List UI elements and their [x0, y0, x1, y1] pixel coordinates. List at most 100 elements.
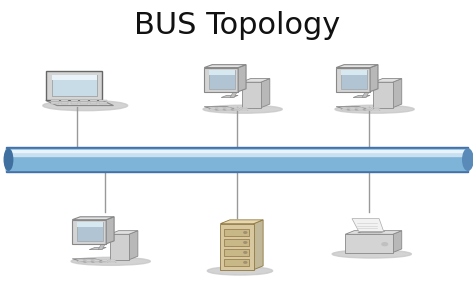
Polygon shape: [374, 79, 402, 82]
Ellipse shape: [382, 243, 388, 246]
Polygon shape: [46, 100, 114, 106]
Bar: [80, 103, 88, 104]
Polygon shape: [100, 259, 109, 261]
Polygon shape: [109, 231, 138, 234]
Polygon shape: [352, 219, 383, 231]
Polygon shape: [109, 259, 117, 261]
Bar: [90, 102, 97, 103]
Polygon shape: [254, 220, 263, 270]
Bar: [90, 103, 97, 104]
Polygon shape: [217, 109, 225, 111]
Polygon shape: [52, 75, 97, 96]
Polygon shape: [72, 217, 114, 220]
Polygon shape: [230, 92, 237, 98]
Polygon shape: [217, 107, 225, 109]
Bar: [90, 100, 97, 101]
Polygon shape: [221, 95, 238, 98]
Polygon shape: [72, 259, 106, 262]
Polygon shape: [345, 234, 392, 253]
Bar: [71, 100, 78, 101]
Bar: [51, 100, 59, 101]
Bar: [224, 249, 249, 256]
Bar: [6, 150, 468, 152]
Polygon shape: [232, 109, 240, 111]
Ellipse shape: [4, 149, 13, 170]
Polygon shape: [365, 107, 373, 109]
Ellipse shape: [207, 266, 273, 275]
Polygon shape: [357, 231, 385, 233]
Polygon shape: [336, 65, 378, 68]
Polygon shape: [100, 261, 109, 263]
Bar: [6, 150, 468, 156]
Ellipse shape: [463, 149, 473, 170]
Bar: [51, 102, 59, 103]
Ellipse shape: [244, 252, 247, 253]
Polygon shape: [341, 107, 348, 109]
Text: BUS Topology: BUS Topology: [134, 10, 340, 40]
Ellipse shape: [244, 242, 247, 243]
Polygon shape: [232, 107, 240, 109]
Polygon shape: [225, 109, 232, 111]
Polygon shape: [209, 107, 217, 109]
Polygon shape: [77, 261, 85, 263]
Polygon shape: [336, 68, 370, 92]
Bar: [341, 70, 367, 75]
Ellipse shape: [244, 262, 247, 263]
Polygon shape: [85, 259, 92, 261]
Polygon shape: [261, 79, 270, 108]
Polygon shape: [238, 65, 246, 92]
Bar: [100, 100, 107, 101]
Polygon shape: [220, 220, 263, 224]
Bar: [6, 147, 468, 172]
Ellipse shape: [43, 100, 128, 111]
Polygon shape: [240, 109, 248, 111]
Bar: [71, 102, 78, 103]
Bar: [224, 259, 249, 266]
Polygon shape: [373, 109, 380, 111]
Polygon shape: [345, 231, 402, 234]
Polygon shape: [106, 217, 114, 244]
Ellipse shape: [332, 250, 411, 258]
Polygon shape: [85, 261, 92, 263]
Bar: [209, 70, 235, 89]
Polygon shape: [129, 231, 138, 260]
Polygon shape: [373, 107, 380, 109]
Bar: [224, 229, 249, 236]
Bar: [80, 102, 88, 103]
Bar: [341, 70, 367, 89]
Bar: [80, 100, 88, 101]
Bar: [61, 100, 68, 101]
Ellipse shape: [244, 232, 247, 233]
Bar: [71, 103, 78, 104]
Bar: [61, 102, 68, 103]
Bar: [6, 149, 468, 170]
Polygon shape: [209, 109, 217, 111]
Polygon shape: [98, 244, 105, 250]
Polygon shape: [374, 82, 392, 108]
Polygon shape: [89, 247, 106, 250]
Bar: [100, 102, 107, 103]
Polygon shape: [109, 234, 129, 260]
Bar: [51, 103, 59, 104]
Polygon shape: [92, 261, 100, 263]
Polygon shape: [370, 65, 378, 92]
Bar: [100, 103, 107, 104]
Polygon shape: [240, 107, 248, 109]
Polygon shape: [336, 107, 370, 110]
Bar: [77, 222, 103, 241]
Bar: [61, 103, 68, 104]
Bar: [209, 70, 235, 75]
Ellipse shape: [71, 257, 150, 265]
Polygon shape: [365, 109, 373, 111]
Polygon shape: [348, 109, 356, 111]
Polygon shape: [242, 79, 270, 82]
Polygon shape: [225, 107, 232, 109]
Polygon shape: [348, 107, 356, 109]
Polygon shape: [109, 261, 117, 263]
Bar: [52, 75, 97, 80]
Polygon shape: [72, 220, 106, 244]
Polygon shape: [392, 231, 402, 253]
Polygon shape: [220, 224, 254, 270]
Polygon shape: [392, 79, 402, 108]
Polygon shape: [46, 71, 102, 100]
